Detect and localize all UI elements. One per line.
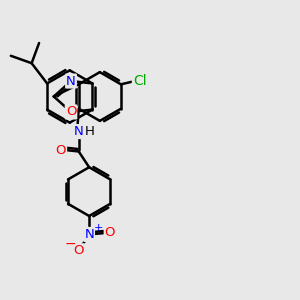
Text: O: O [56, 143, 66, 157]
Text: O: O [105, 226, 115, 239]
Text: N: N [74, 125, 84, 138]
Text: N: N [84, 228, 94, 241]
Text: −: − [64, 237, 76, 251]
Text: Cl: Cl [133, 74, 146, 88]
Text: O: O [66, 106, 76, 118]
Text: N: N [66, 74, 76, 88]
Text: +: + [94, 223, 103, 233]
Text: O: O [74, 244, 84, 257]
Text: H: H [85, 125, 95, 138]
